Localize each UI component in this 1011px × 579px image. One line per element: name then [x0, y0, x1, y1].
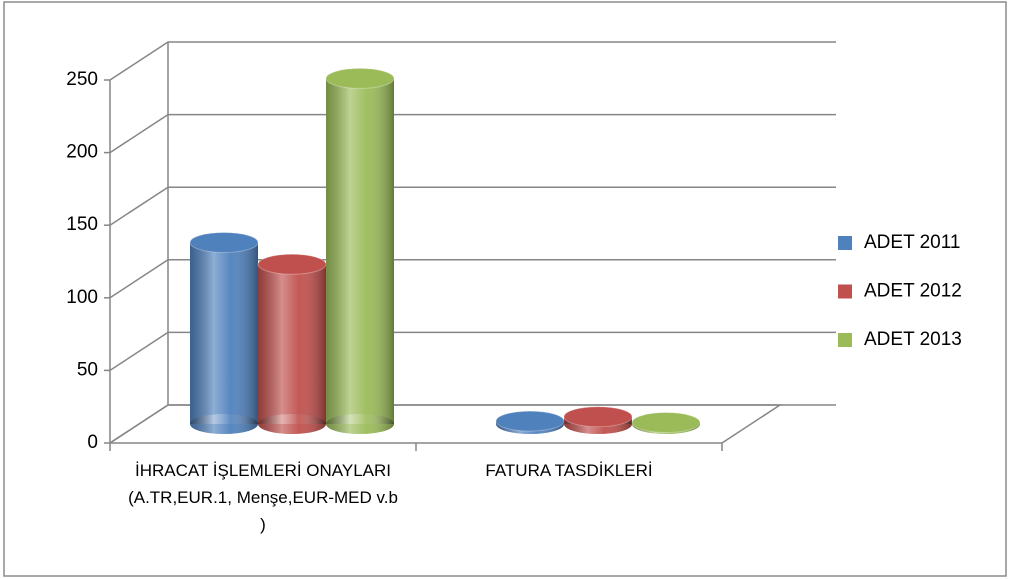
bar-top: [257, 253, 327, 275]
bar: [189, 232, 259, 434]
bar: [631, 412, 701, 434]
grid-line: [109, 186, 836, 226]
grid-line: [109, 41, 836, 81]
legend-label: ADET 2011: [864, 232, 960, 253]
bar-body-shade: [190, 242, 258, 424]
bar: [257, 253, 327, 434]
bar-top: [189, 232, 259, 253]
y-tick-label: 100: [66, 287, 98, 308]
x-tick-label: İHRACAT İŞLEMLERİ ONAYLARI (A.TR,EUR.1, …: [128, 461, 398, 534]
bar-top: [631, 412, 701, 434]
bar-top: [563, 406, 633, 428]
grid-line: [109, 259, 836, 299]
grid-line: [109, 113, 836, 154]
x-tick-label-box: İHRACAT İŞLEMLERİ ONAYLARI (A.TR,EUR.1, …: [128, 461, 398, 534]
legend-swatch: [838, 333, 852, 347]
legend-label: ADET 2013: [864, 329, 962, 350]
x-tick-label-box: FATURA TASDİKLERİ: [485, 461, 653, 480]
bar-body-shade: [326, 78, 394, 424]
y-tick-label: 250: [66, 69, 98, 90]
legend-swatch: [838, 236, 852, 250]
bar-body-shade: [258, 264, 326, 424]
legend-label: ADET 2012: [864, 281, 962, 302]
x-tick-label: FATURA TASDİKLERİ: [485, 461, 653, 480]
bar: [325, 67, 395, 434]
y-tick-label: 50: [77, 359, 98, 380]
grid-line: [109, 331, 836, 372]
bar-top: [325, 67, 395, 89]
bar: [495, 410, 565, 434]
y-tick-label: 200: [66, 142, 98, 163]
bar-top: [495, 410, 565, 432]
y-tick-label: 0: [87, 432, 98, 453]
y-tick-label: 150: [66, 214, 98, 235]
bar: [563, 406, 633, 434]
legend-swatch: [838, 284, 852, 299]
grid-line: [109, 404, 836, 444]
